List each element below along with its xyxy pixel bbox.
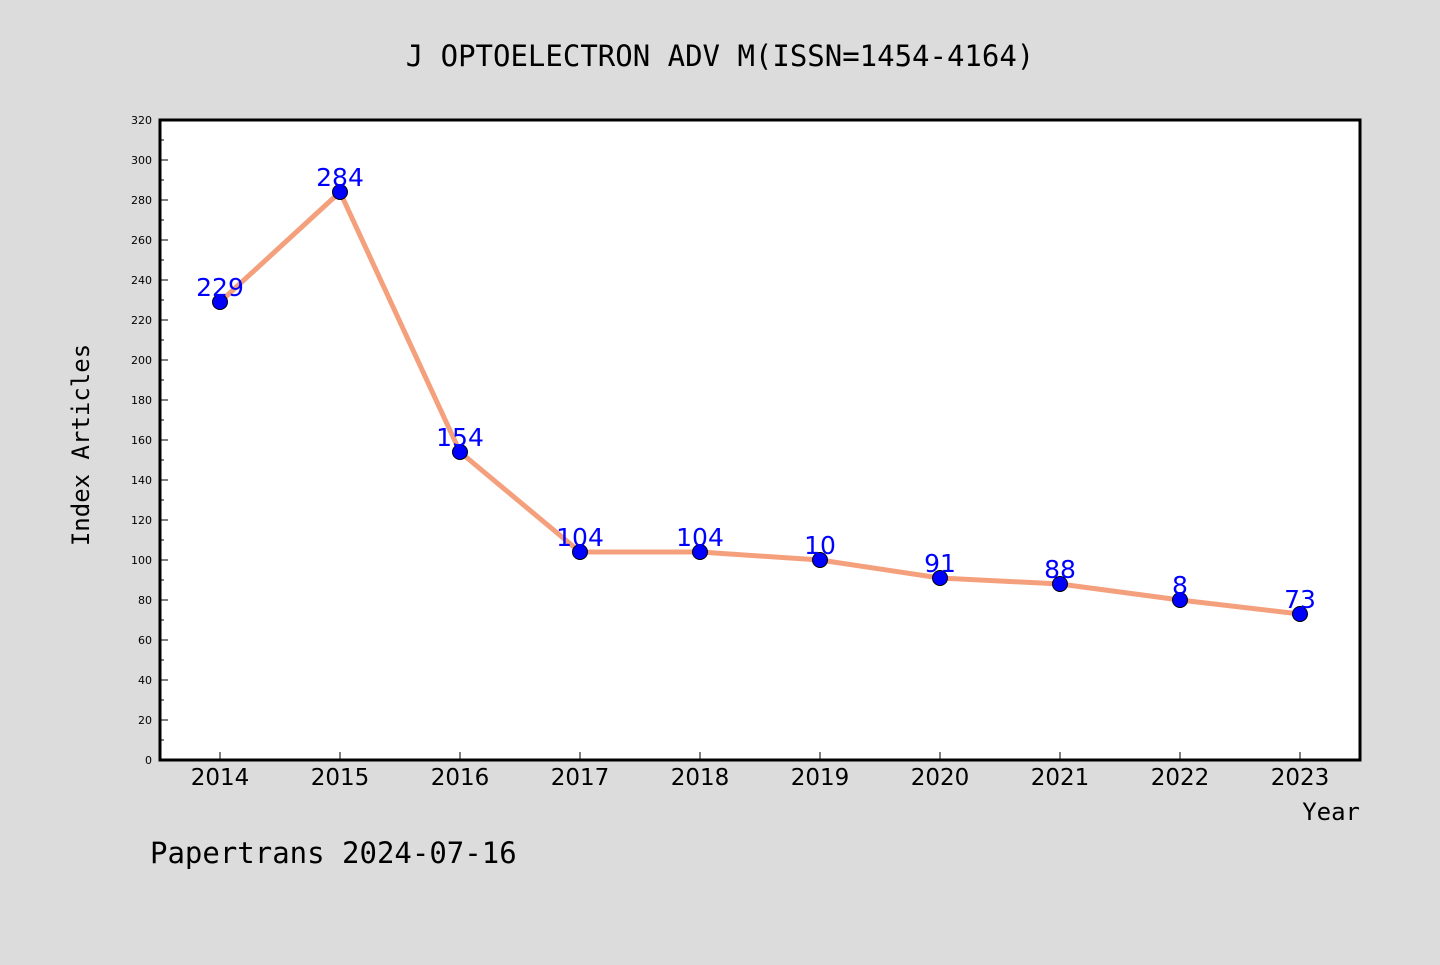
y-tick-label: 300 (131, 154, 152, 167)
data-point (212, 294, 228, 310)
y-tick-label: 260 (131, 234, 152, 247)
x-tick-label: 2021 (1031, 765, 1090, 791)
x-axis-label: Year (1302, 798, 1360, 826)
x-tick-label: 2016 (431, 765, 490, 791)
y-axis-ticks: 0 20 40 60 80 100 120 140 160 180 200 220 240 260 280 3… (131, 114, 168, 767)
x-tick-label: 2017 (551, 765, 610, 791)
chart-title: J OPTOELECTRON ADV M(ISSN=1454-4164) (406, 39, 1035, 73)
x-tick-label: 2014 (191, 765, 250, 791)
y-tick-label: 60 (138, 634, 152, 647)
data-markers (212, 184, 1308, 622)
y-tick-label: 0 (145, 754, 152, 767)
data-label: 154 (436, 423, 484, 452)
data-label: 8 (1172, 571, 1188, 600)
data-point (572, 544, 588, 560)
y-tick-label: 320 (131, 114, 152, 127)
x-tick-label: 2022 (1151, 765, 1210, 791)
y-axis-label: Index Articles (67, 344, 95, 546)
data-label: 73 (1284, 585, 1316, 614)
data-label: 284 (316, 163, 364, 192)
data-point (1292, 606, 1308, 622)
series-line (217, 189, 1303, 617)
x-tick-label: 2023 (1271, 765, 1330, 791)
data-label: 104 (676, 523, 724, 552)
data-label: 229 (196, 273, 244, 302)
data-label: 10 (804, 531, 836, 560)
y-tick-label: 180 (131, 394, 152, 407)
series-articles (217, 189, 1303, 617)
x-tick-label: 2015 (311, 765, 370, 791)
x-tick-label: 2018 (671, 765, 730, 791)
y-tick-label: 140 (131, 474, 152, 487)
y-tick-label: 80 (138, 594, 152, 607)
data-label: 104 (556, 523, 604, 552)
data-point (1172, 592, 1188, 608)
x-tick-label: 2020 (911, 765, 970, 791)
plot-area (158, 118, 1362, 762)
data-label: 91 (924, 549, 956, 578)
data-point (812, 552, 828, 568)
x-axis-ticks: 2014 2015 2016 2017 2018 2019 2020 2021 2022 2023 (191, 752, 1330, 791)
y-tick-label: 40 (138, 674, 152, 687)
footer-source: Papertrans 2024-07-16 (150, 836, 517, 870)
y-tick-label: 100 (131, 554, 152, 567)
y-tick-label: 220 (131, 314, 152, 327)
data-label: 88 (1044, 555, 1076, 584)
data-point (692, 544, 708, 560)
x-tick-label: 2019 (791, 765, 850, 791)
y-tick-label: 20 (138, 714, 152, 727)
y-tick-label: 160 (131, 434, 152, 447)
y-tick-label: 120 (131, 514, 152, 527)
data-point (332, 184, 348, 200)
y-tick-label: 200 (131, 354, 152, 367)
y-tick-label: 280 (131, 194, 152, 207)
data-point (932, 570, 948, 586)
y-tick-label: 240 (131, 274, 152, 287)
data-point (452, 444, 468, 460)
data-point (1052, 576, 1068, 592)
